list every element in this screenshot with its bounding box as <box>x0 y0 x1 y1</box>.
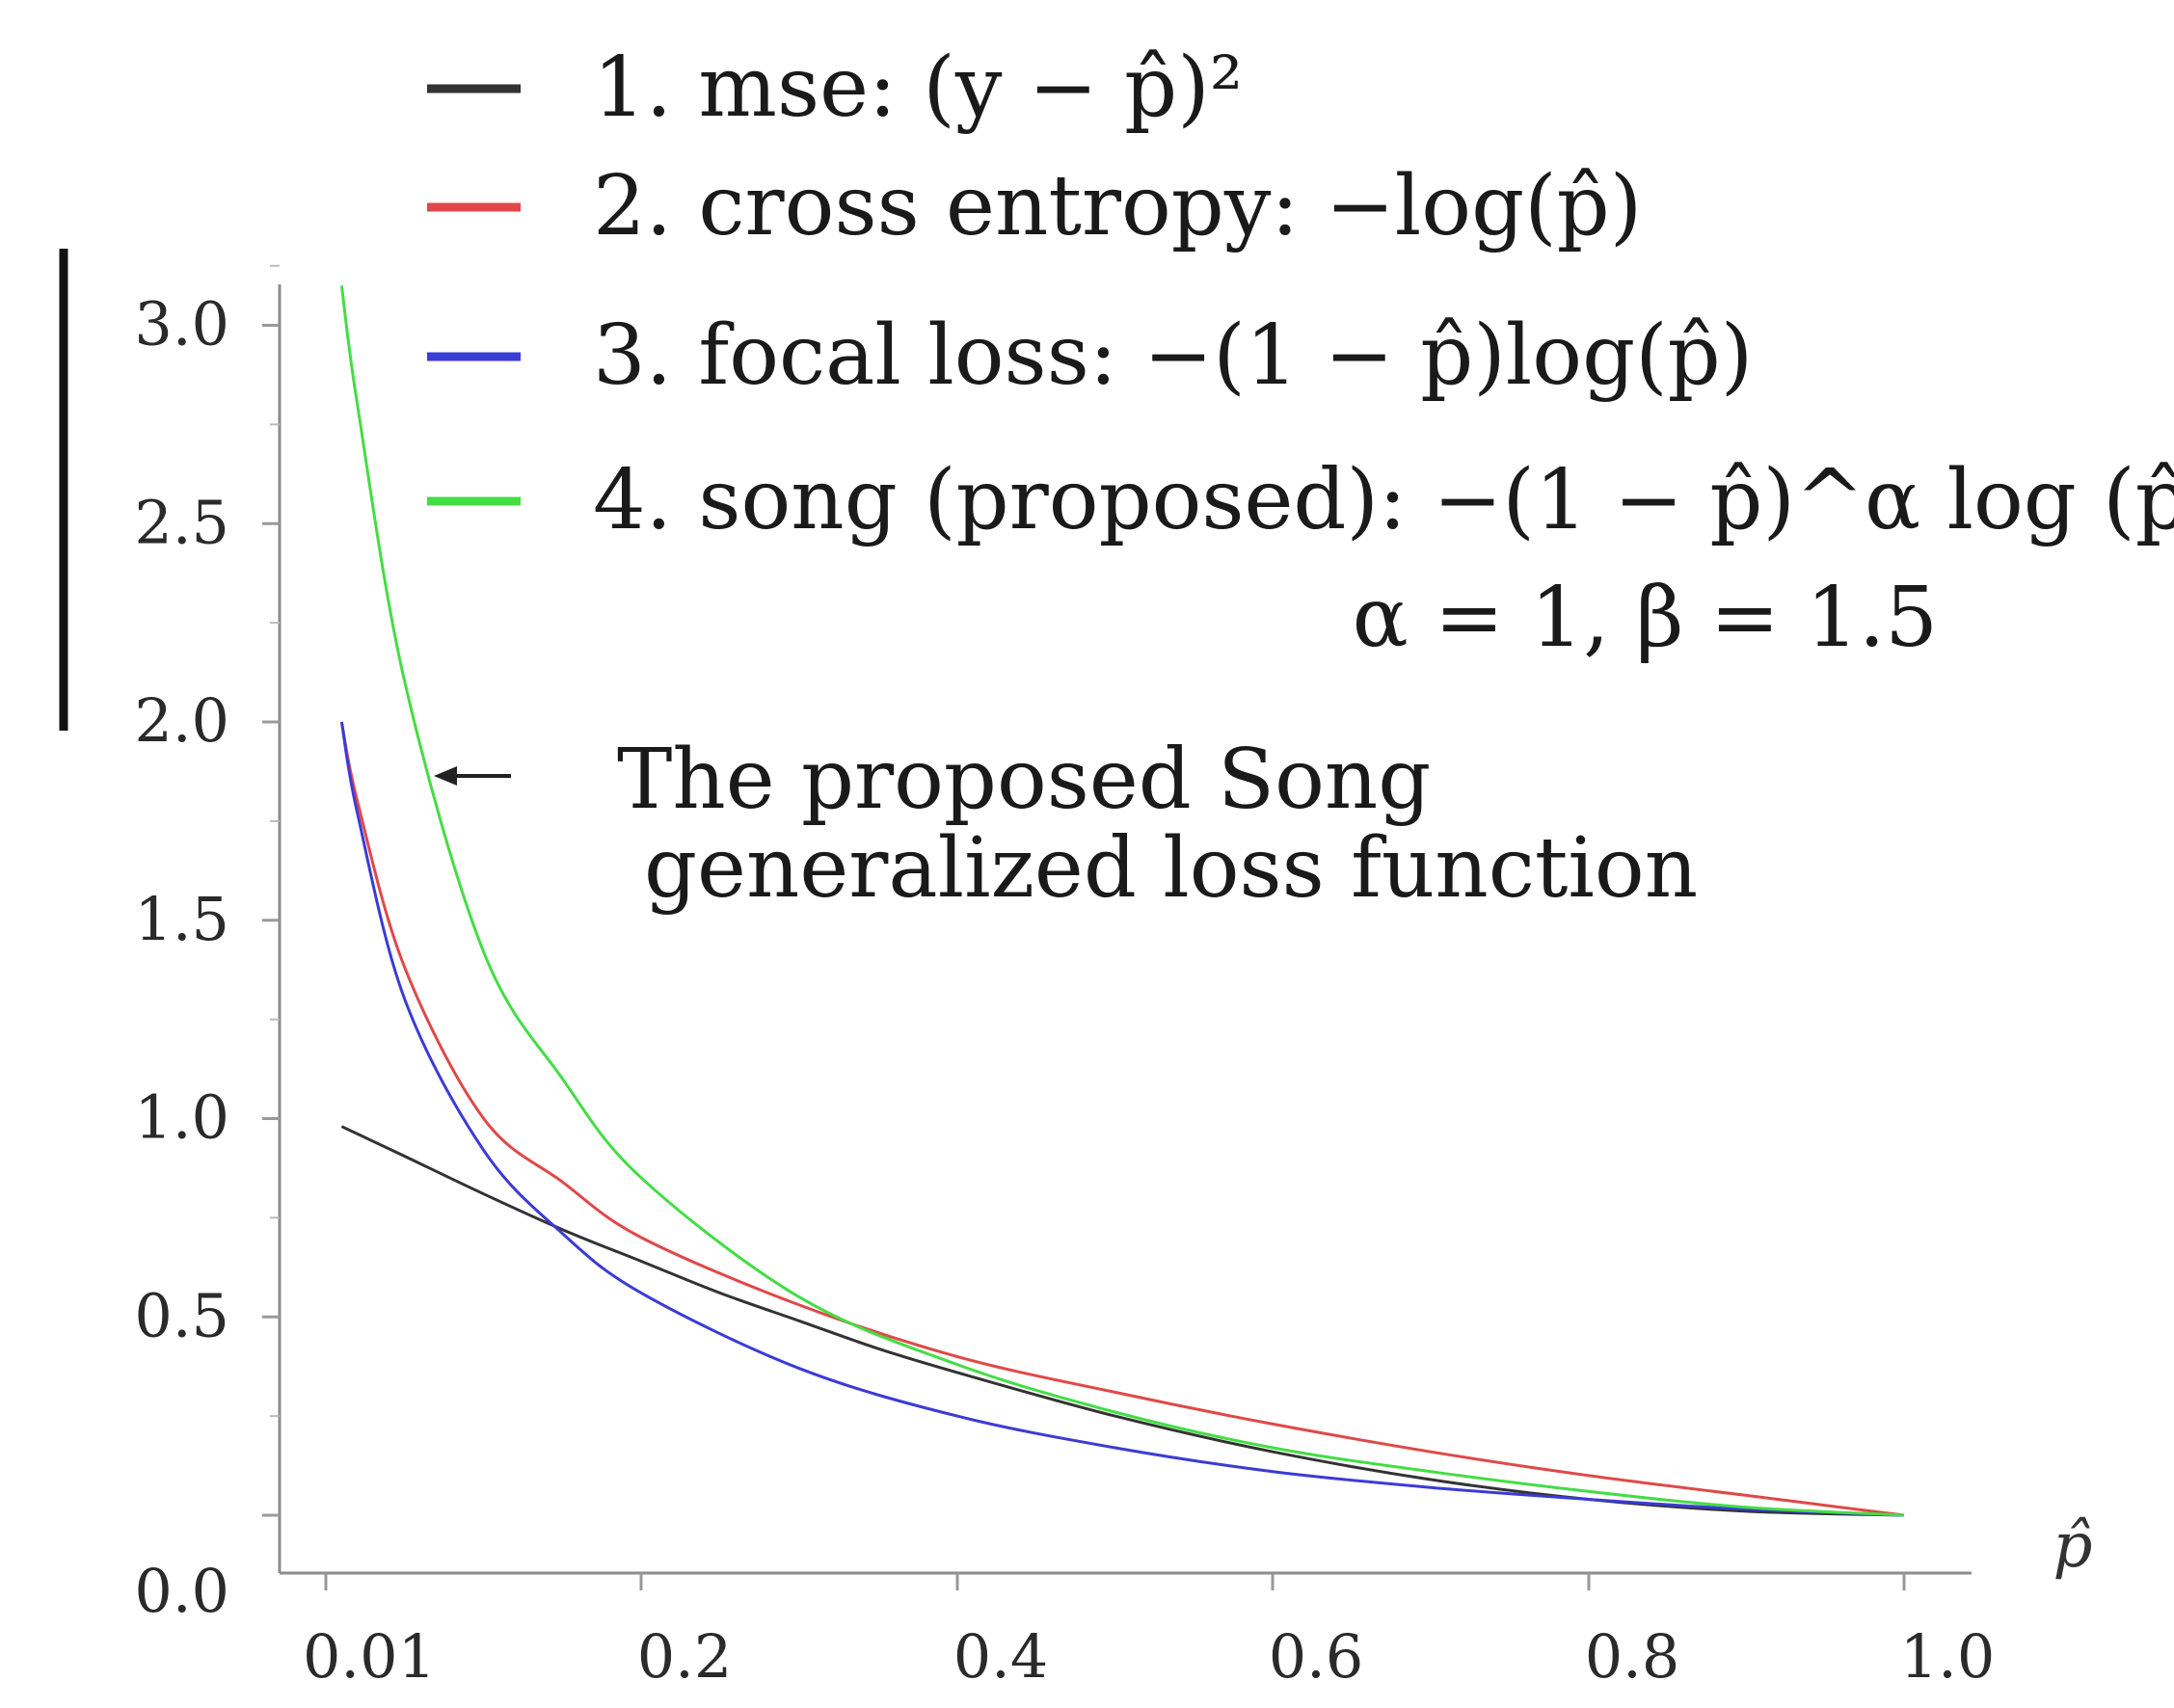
y-tick-label: 1.0 <box>134 1082 229 1153</box>
x-tick-label: 0.6 <box>1269 1621 1364 1692</box>
annotation-line-2: generalized loss function <box>644 820 1698 917</box>
legend-item-song: 4. song (proposed): −(1 − p̂)^α log (p̂^… <box>427 452 2174 548</box>
x-tick-label: 0.01 <box>303 1621 436 1692</box>
annotation-arrowhead <box>434 766 457 786</box>
y-tick-label: 0.5 <box>134 1280 229 1350</box>
y-ticks: 0.0 0.5 1.0 1.5 2.0 2.5 3.0 <box>134 264 280 1626</box>
annotation-line-1: The proposed Song <box>617 732 1431 828</box>
legend-label-song: 4. song (proposed): −(1 − p̂)^α log (p̂^… <box>593 452 2174 548</box>
y-tick-label: 1.5 <box>134 884 229 954</box>
annotation: The proposed Song generalized loss funct… <box>434 732 1698 917</box>
legend-label-cross-entropy: 2. cross entropy: −log(p̂) <box>593 158 1642 254</box>
y-tick-label: 0.0 <box>134 1556 229 1626</box>
legend-item-cross-entropy: 2. cross entropy: −log(p̂) <box>427 158 1642 254</box>
x-tick-label: 0.4 <box>953 1621 1049 1692</box>
legend-label-mse: 1. mse: (y − p̂)² <box>593 40 1243 136</box>
x-tick-label: 0.8 <box>1585 1621 1680 1692</box>
x-axis-label: p̂ <box>2053 1510 2093 1582</box>
series-line-song <box>339 285 1905 1517</box>
x-tick-label: 0.2 <box>637 1621 733 1692</box>
x-tick-label: 1.0 <box>1900 1621 1996 1692</box>
legend-item-focal-loss: 3. focal loss: −(1 − p̂)log(p̂) <box>427 307 1753 404</box>
y-tick-label: 2.0 <box>134 685 229 756</box>
axes <box>278 284 1972 1575</box>
series-line-focal-loss <box>339 721 1905 1517</box>
y-tick-label: 2.5 <box>134 487 229 557</box>
legend-item-mse: 1. mse: (y − p̂)² <box>427 40 1243 136</box>
legend: 1. mse: (y − p̂)² 2. cross entropy: −log… <box>427 40 2174 666</box>
x-ticks: 0.01 0.2 0.4 0.6 0.8 1.0 <box>303 1573 1995 1692</box>
legend-label-focal-loss: 3. focal loss: −(1 − p̂)log(p̂) <box>593 307 1753 404</box>
legend-params: α = 1, β = 1.5 <box>1353 570 1938 666</box>
series-lines <box>339 285 1905 1517</box>
series-line-cross-entropy <box>339 721 1905 1517</box>
y-tick-label: 3.0 <box>134 289 229 360</box>
